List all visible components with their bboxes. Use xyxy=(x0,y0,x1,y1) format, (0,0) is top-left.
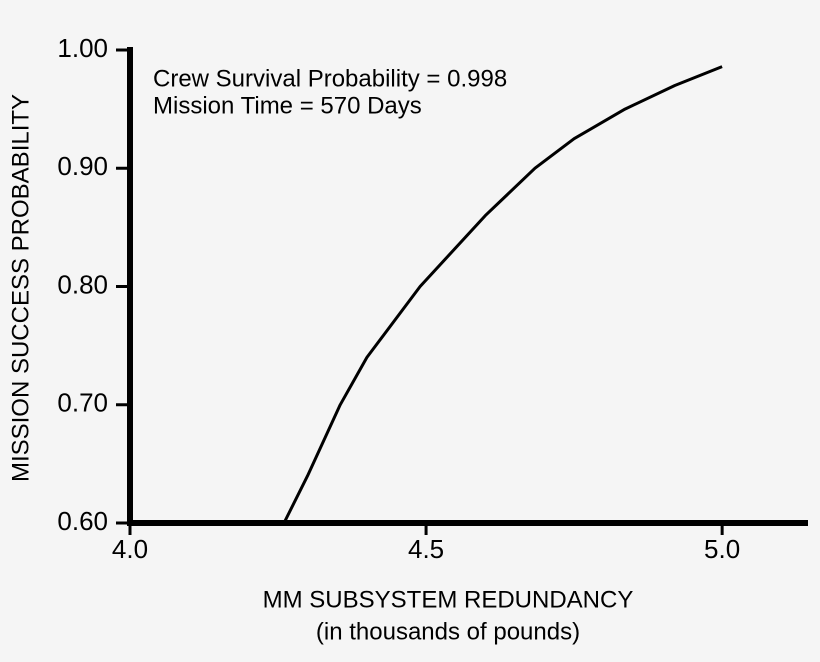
y-tick-label: 0.90 xyxy=(57,151,108,181)
y-axis-label: MISSION SUCCESS PROBABILITY xyxy=(7,94,34,482)
y-tick-label: 0.60 xyxy=(57,506,108,536)
x-axis-label: MM SUBSYSTEM REDUNDANCY xyxy=(263,586,634,613)
curve xyxy=(282,65,723,524)
annotation: Mission Time = 570 Days xyxy=(153,92,422,119)
annotation: Crew Survival Probability = 0.998 xyxy=(153,65,507,92)
x-axis-note: (in thousands of pounds) xyxy=(316,618,580,645)
x-tick-label: 4.5 xyxy=(408,534,444,564)
y-tick-label: 0.70 xyxy=(57,388,108,418)
y-tick-label: 0.80 xyxy=(57,269,108,299)
y-tick-label: 1.00 xyxy=(57,33,108,63)
x-tick-label: 5.0 xyxy=(704,534,740,564)
x-tick-label: 4.0 xyxy=(112,534,148,564)
